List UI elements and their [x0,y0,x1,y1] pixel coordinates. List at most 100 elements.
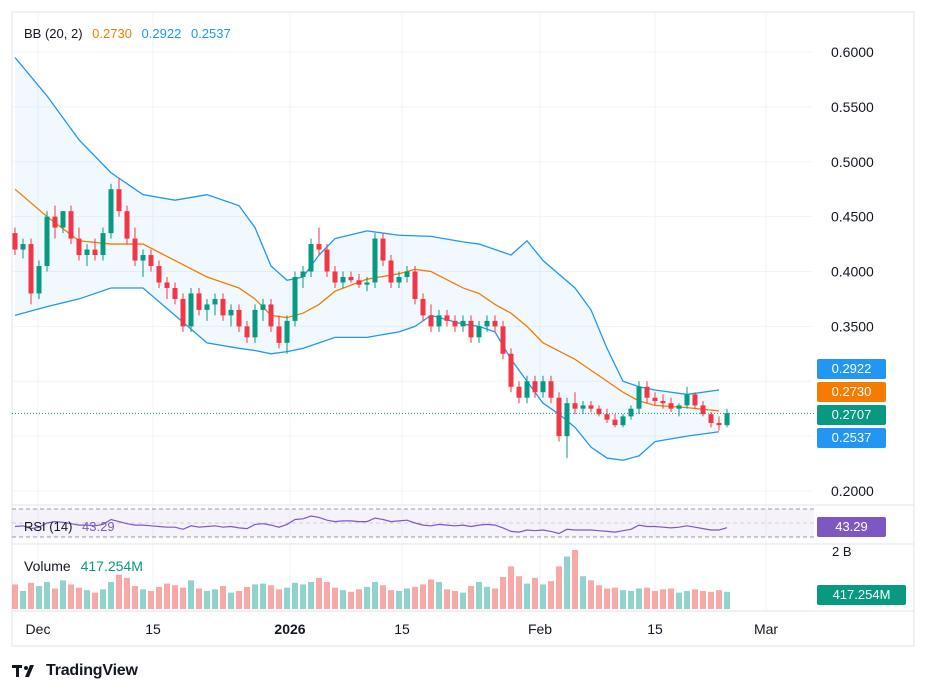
volume-bar[interactable] [108,581,114,609]
volume-bar[interactable] [660,589,666,609]
volume-bar[interactable] [236,590,242,609]
candle[interactable] [652,392,658,406]
volume-bar[interactable] [332,587,338,609]
volume-bar[interactable] [36,586,42,609]
candle[interactable] [172,282,178,305]
candle[interactable] [468,315,474,343]
volume-bar[interactable] [212,589,218,609]
candle[interactable] [252,304,258,343]
candle[interactable] [100,227,106,261]
candle[interactable] [388,255,394,288]
candle[interactable] [124,205,130,245]
candle[interactable] [628,405,634,420]
volume-bar[interactable] [396,590,402,609]
volume-bar[interactable] [524,583,530,609]
candle[interactable] [324,244,330,277]
volume-bar[interactable] [276,589,282,609]
volume-bar[interactable] [564,556,570,609]
volume-bar[interactable] [84,590,90,609]
volume-pane[interactable] [12,550,730,609]
volume-bar[interactable] [380,585,386,609]
candle[interactable] [196,287,202,316]
time-axis[interactable]: Dec 15 2026 15 Feb 15 Mar [26,621,779,637]
candle[interactable] [460,315,466,332]
candle[interactable] [476,320,482,343]
candle[interactable] [588,401,594,412]
volume-bar[interactable] [364,586,370,609]
bb-upper-line[interactable] [14,57,720,396]
candle[interactable] [132,227,138,267]
candle[interactable] [332,266,338,288]
volume-bar[interactable] [100,589,106,609]
candle[interactable] [76,227,82,261]
candle[interactable] [204,298,210,321]
volume-bar[interactable] [716,590,722,609]
price-axis[interactable]: 0.6000 0.5500 0.5000 0.4500 0.4000 0.3500 0.20… [831,44,874,499]
volume-bar[interactable] [500,577,506,609]
volume-bar[interactable] [348,591,354,609]
candle[interactable] [276,315,282,349]
candle[interactable] [52,205,58,239]
volume-bar[interactable] [460,592,466,609]
volume-bar[interactable] [60,580,66,609]
candle[interactable] [644,381,650,404]
volume-bar[interactable] [124,577,130,609]
candle[interactable] [484,315,490,332]
volume-bar[interactable] [316,577,322,609]
candle[interactable] [372,233,378,288]
volume-bar[interactable] [292,582,298,609]
volume-bar[interactable] [452,590,458,609]
volume-bar[interactable] [76,587,82,609]
candle[interactable] [516,381,522,404]
volume-bar[interactable] [28,582,34,609]
volume-bar[interactable] [92,592,98,609]
candle[interactable] [316,227,322,256]
candle[interactable] [692,392,698,409]
candle[interactable] [180,293,186,332]
volume-bar[interactable] [604,588,610,609]
volume-bar[interactable] [628,590,634,609]
candle[interactable] [556,392,562,442]
candle[interactable] [108,183,114,239]
candle[interactable] [244,320,250,343]
volume-bar[interactable] [540,584,546,609]
candle[interactable] [452,315,458,332]
volume-bar[interactable] [388,590,394,609]
volume-bar[interactable] [724,591,730,609]
volume-bar[interactable] [156,586,162,609]
volume-bar[interactable] [20,590,26,609]
candles[interactable] [12,178,730,459]
volume-bar[interactable] [644,587,650,609]
candle[interactable] [548,375,554,404]
candle[interactable] [540,375,546,398]
candle[interactable] [116,178,122,217]
volume-bar[interactable] [188,580,194,609]
candle[interactable] [228,304,234,327]
volume-bar[interactable] [324,581,330,609]
candle[interactable] [684,386,690,409]
rsi-line[interactable] [14,515,728,535]
candle[interactable] [420,293,426,321]
volume-bar[interactable] [68,584,74,609]
candle[interactable] [308,238,314,277]
candle[interactable] [356,273,362,288]
volume-bar[interactable] [196,588,202,609]
volume-bar[interactable] [596,585,602,609]
volume-bar[interactable] [172,585,178,609]
volume-bar[interactable] [268,585,274,609]
candle[interactable] [292,271,298,327]
volume-bar[interactable] [708,591,714,609]
candle[interactable] [572,392,578,415]
volume-bar[interactable] [620,590,626,609]
candle[interactable] [140,249,146,277]
volume-bar[interactable] [372,581,378,609]
volume-bar[interactable] [700,590,706,609]
volume-bar[interactable] [476,581,482,609]
candle[interactable] [412,266,418,305]
candle[interactable] [564,397,570,459]
candle[interactable] [268,298,274,332]
rsi-pane[interactable] [12,508,814,538]
volume-bar[interactable] [676,592,682,609]
volume-bar[interactable] [548,581,554,609]
